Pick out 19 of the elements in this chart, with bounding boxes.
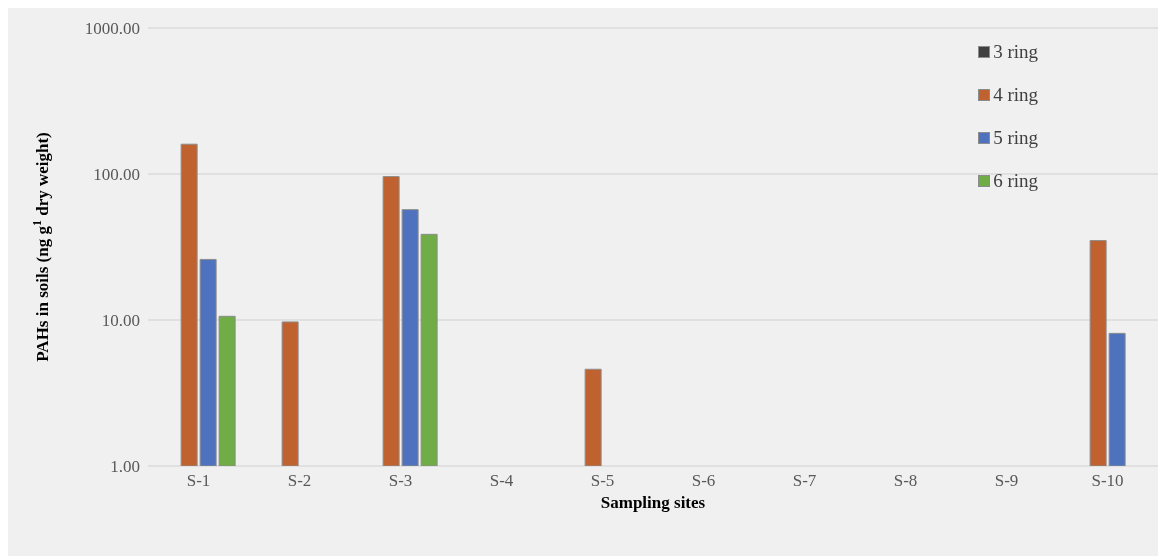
- legend-label: 4 ring: [993, 83, 1038, 107]
- x-tick-label: S-8: [893, 471, 918, 491]
- x-tick-label: S-3: [388, 471, 413, 491]
- x-tick-label: S-4: [489, 471, 514, 491]
- x-tick-label: S-10: [1091, 471, 1124, 491]
- legend-label: 6 ring: [993, 169, 1038, 193]
- x-tick-label: S-1: [186, 471, 211, 491]
- y-tick-label: 1000.00: [84, 19, 140, 39]
- x-tick-label: S-7: [792, 471, 817, 491]
- y-tick-label: 10.00: [101, 311, 140, 331]
- x-tick-label: S-6: [691, 471, 716, 491]
- legend-label: 5 ring: [993, 126, 1038, 150]
- y-tick-label: 100.00: [93, 165, 140, 185]
- y-tick-label: 1.00: [110, 457, 140, 477]
- x-tick-label: S-2: [287, 471, 312, 491]
- x-tick-label: S-5: [590, 471, 615, 491]
- legend-label: 3 ring: [993, 40, 1038, 64]
- x-tick-label: S-9: [994, 471, 1019, 491]
- x-axis-title: Sampling sites: [600, 493, 706, 512]
